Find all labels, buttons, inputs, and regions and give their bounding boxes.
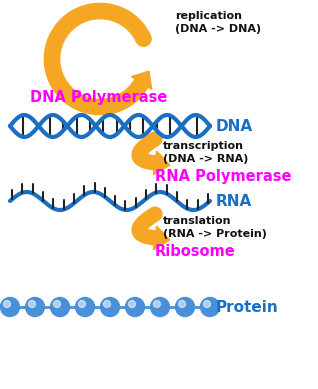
Circle shape xyxy=(53,300,60,307)
Text: (DNA -> RNA): (DNA -> RNA) xyxy=(163,154,248,164)
Circle shape xyxy=(201,298,219,317)
Circle shape xyxy=(1,298,19,317)
Circle shape xyxy=(79,300,86,307)
Text: Protein: Protein xyxy=(216,300,279,314)
Polygon shape xyxy=(153,151,170,175)
Text: RNA Polymerase: RNA Polymerase xyxy=(155,169,292,184)
Circle shape xyxy=(204,300,211,307)
Circle shape xyxy=(103,300,110,307)
Text: translation: translation xyxy=(163,216,232,226)
Text: DNA: DNA xyxy=(216,119,253,133)
Circle shape xyxy=(100,298,120,317)
Circle shape xyxy=(29,300,36,307)
Text: DNA Polymerase: DNA Polymerase xyxy=(30,89,167,105)
Text: (RNA -> Protein): (RNA -> Protein) xyxy=(163,229,267,239)
Circle shape xyxy=(51,298,70,317)
Circle shape xyxy=(176,298,195,317)
Circle shape xyxy=(154,300,161,307)
Circle shape xyxy=(3,300,10,307)
Text: (DNA -> DNA): (DNA -> DNA) xyxy=(175,24,261,34)
Circle shape xyxy=(25,298,45,317)
Circle shape xyxy=(126,298,144,317)
Circle shape xyxy=(178,300,185,307)
Polygon shape xyxy=(153,226,170,250)
Text: replication: replication xyxy=(175,11,242,21)
Circle shape xyxy=(75,298,94,317)
Text: transcription: transcription xyxy=(163,141,244,151)
Text: Ribosome: Ribosome xyxy=(155,244,236,259)
Text: RNA: RNA xyxy=(216,193,252,209)
Circle shape xyxy=(150,298,169,317)
Circle shape xyxy=(128,300,135,307)
Polygon shape xyxy=(131,71,152,89)
